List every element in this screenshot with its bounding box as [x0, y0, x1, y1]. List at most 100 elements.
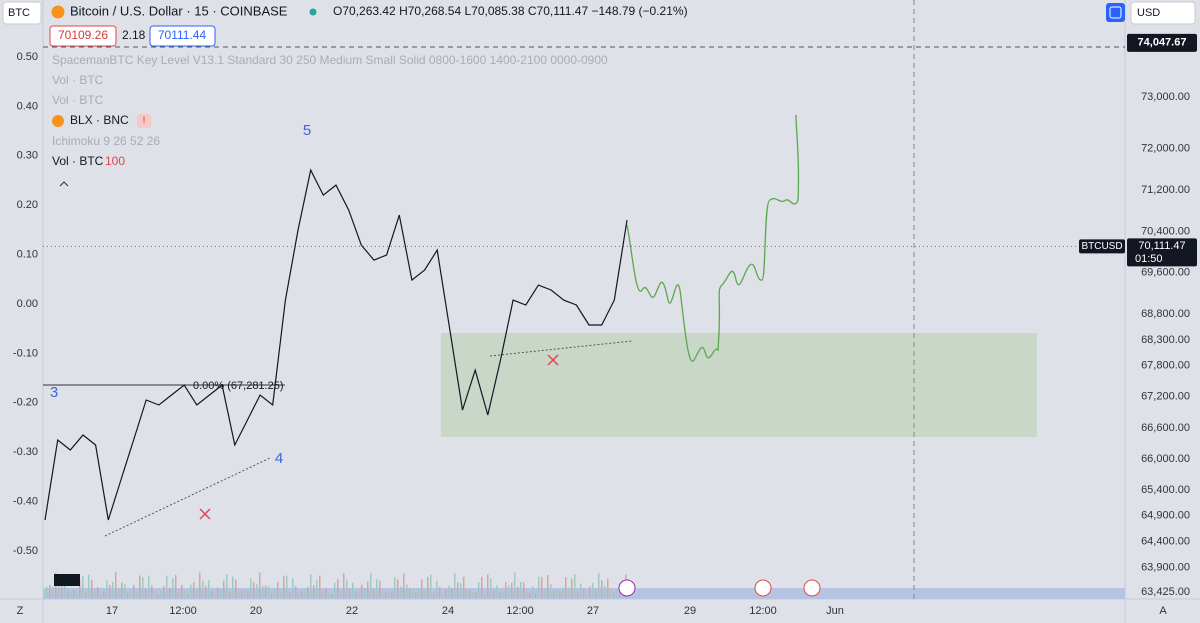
volume-bar	[241, 590, 243, 598]
volume-bar	[367, 581, 369, 598]
left-tick-label: 0.10	[17, 249, 38, 261]
volume-bar	[82, 576, 84, 598]
time-label: 12:00	[169, 605, 197, 617]
wave-label: 4	[275, 450, 283, 467]
right-tick-label: 65,400.00	[1141, 484, 1190, 496]
volume-bar	[337, 579, 339, 598]
right-tick-label: 67,800.00	[1141, 360, 1190, 372]
volume-bar	[607, 578, 609, 598]
volume-bar	[121, 582, 123, 598]
volume-bar	[277, 582, 279, 598]
volume-bar	[481, 576, 483, 598]
volume-bar	[553, 590, 555, 598]
volume-bar	[469, 590, 471, 598]
volume-bar	[499, 592, 501, 598]
volume-bar	[202, 580, 204, 598]
volume-bar	[466, 589, 468, 598]
volume-bar	[301, 591, 303, 598]
volume-bar	[415, 593, 417, 598]
volume-bar	[106, 580, 108, 598]
volume-bar	[313, 584, 315, 598]
volume-bar	[463, 576, 465, 598]
volume-bar	[496, 585, 498, 598]
volume-bar	[451, 587, 453, 598]
volume-bar	[433, 593, 435, 598]
volume-bar	[223, 580, 225, 598]
currency-button[interactable]	[1130, 1, 1196, 25]
volume-bar	[565, 577, 567, 598]
volume-bar	[397, 579, 399, 598]
right-tick-label: 66,000.00	[1141, 453, 1190, 465]
volume-bar	[346, 579, 348, 598]
volume-bar	[577, 591, 579, 598]
close: C70,111.47	[528, 4, 589, 18]
volume-bar	[454, 573, 456, 598]
volume-bar	[412, 588, 414, 598]
volume-bar	[319, 575, 321, 598]
time-label: 29	[684, 605, 696, 617]
volume-bar	[604, 585, 606, 598]
layout-button[interactable]	[1106, 3, 1125, 22]
blx-icon	[52, 115, 64, 127]
volume-bar	[211, 590, 213, 598]
volume-bar	[334, 582, 336, 598]
volume-bar	[220, 590, 222, 598]
volume-bar	[322, 590, 324, 598]
volume-bar	[298, 592, 300, 598]
right-tick-label: 68,300.00	[1141, 334, 1190, 346]
volume-bar	[427, 576, 429, 598]
volume-bar	[169, 587, 171, 598]
volume-bar	[295, 585, 297, 598]
volume-bar	[160, 590, 162, 598]
volume-bar	[517, 586, 519, 598]
volume-bar	[592, 582, 594, 598]
volume-bar	[544, 589, 546, 598]
volume-bar	[418, 587, 420, 598]
event-icon[interactable]	[618, 579, 636, 597]
volume-bar	[193, 582, 195, 598]
volume-bar	[355, 591, 357, 598]
indicator: BLX · BNC	[70, 113, 129, 127]
x-marker	[547, 354, 559, 366]
current-price-label: 70,111.47	[1138, 240, 1185, 252]
x-markers	[199, 354, 559, 520]
volume-bar	[562, 587, 564, 598]
price-marker-label: 74,047.67	[1138, 37, 1187, 49]
volume-bar	[400, 586, 402, 598]
right-tick-label: 68,800.00	[1141, 308, 1190, 320]
open: O70,263.42	[333, 4, 396, 18]
volume-bar	[574, 574, 576, 598]
volume-bar	[529, 592, 531, 598]
volume-bar	[328, 593, 330, 598]
volume-bar	[79, 580, 81, 598]
volume-bar	[532, 586, 534, 598]
event-icon[interactable]	[754, 579, 772, 597]
warning-icon: !	[143, 116, 146, 127]
volume-bar	[184, 590, 186, 598]
volume-bar	[196, 588, 198, 598]
volume-bar	[253, 582, 255, 598]
volume-bar	[595, 589, 597, 598]
collapse-icon[interactable]	[59, 181, 69, 187]
volume-bar	[292, 578, 294, 598]
volume-bar	[139, 575, 141, 598]
volume-bar	[478, 582, 480, 598]
volume-bar	[583, 588, 585, 598]
symbol-button[interactable]	[2, 1, 42, 25]
currency: USD	[1137, 7, 1160, 19]
event-icon[interactable]	[803, 579, 821, 597]
sell-button[interactable]	[49, 25, 117, 47]
volume-bar	[115, 572, 117, 598]
volume-bar	[88, 574, 90, 598]
volume-bar	[250, 578, 252, 598]
buy-button[interactable]	[149, 25, 216, 47]
volume-bar	[172, 578, 174, 598]
volume-bar	[265, 585, 267, 598]
auto-scale[interactable]: A	[1159, 605, 1167, 617]
indicator: Vol · BTC	[52, 93, 104, 107]
volume-bar	[490, 578, 492, 598]
volume-bar	[127, 593, 129, 598]
volume-bar	[226, 574, 228, 598]
log-toggle[interactable]: Z	[17, 605, 24, 617]
